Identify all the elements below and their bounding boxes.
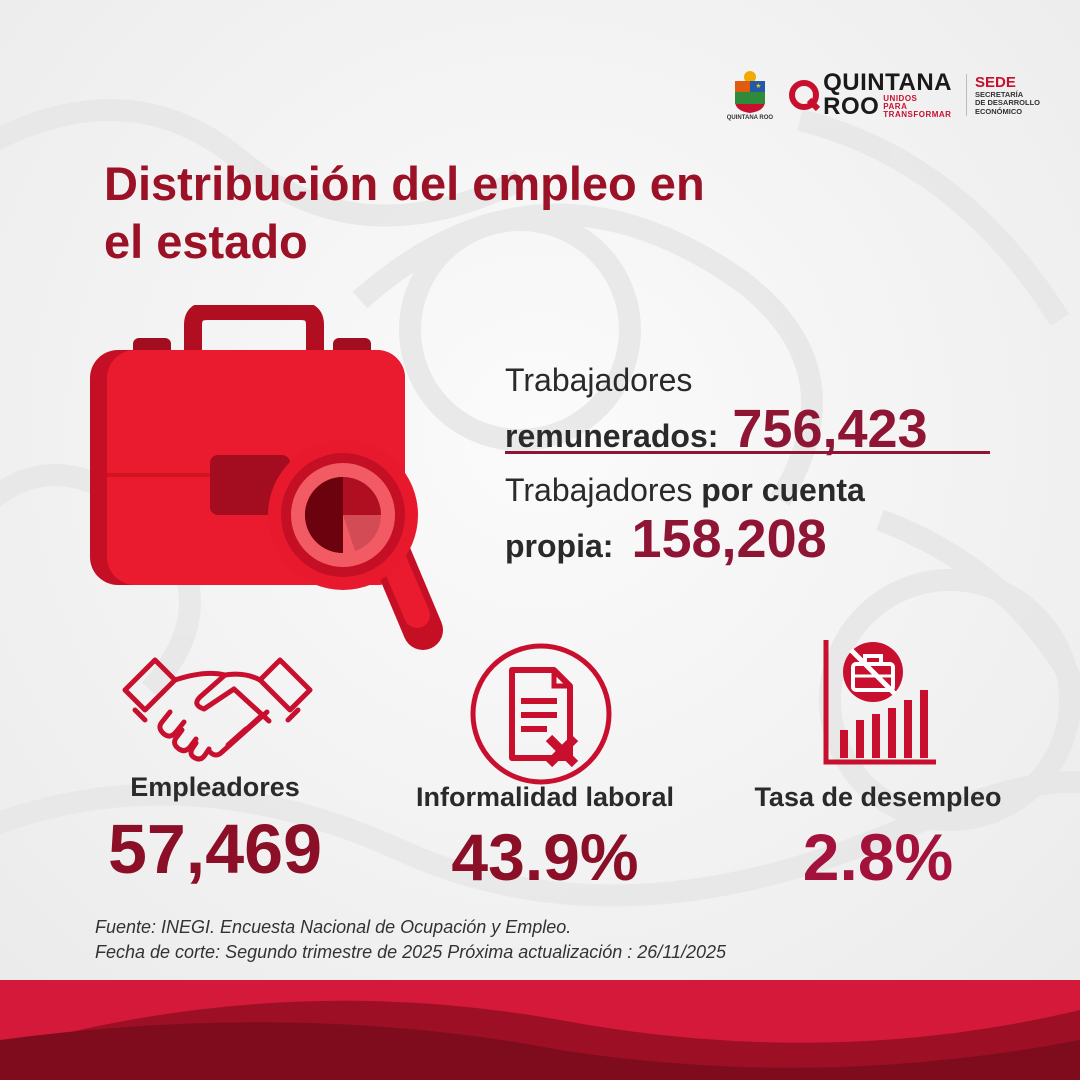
kpi-desempleo: Tasa de desempleo 2.8% — [728, 782, 1028, 895]
bar-chart-briefcase-icon — [823, 640, 936, 765]
sede-logo-line3: ECONÓMICO — [974, 106, 1023, 116]
sede-logo-line1: SECRETARÍA — [974, 89, 1024, 99]
cuenta-propia-stat: Trabajadores por cuenta propia: 158,208 — [505, 472, 865, 570]
source-footer: Fuente: INEGI. Encuesta Nacional de Ocup… — [95, 915, 726, 965]
quintana-roo-logo: QUINTANA ROO UNIDOS PARA TRANSFORMAR — [787, 71, 952, 119]
kpi-informalidad: Informalidad laboral 43.9% — [385, 782, 705, 895]
qroo-logo-line1: QUINTANA — [823, 69, 952, 96]
page-title: Distribución del empleo en el estado — [104, 155, 864, 271]
document-x-icon — [470, 643, 612, 785]
sede-logo: SEDE SECRETARÍA DE DESARROLLO ECONÓMICO — [965, 73, 1040, 117]
remunerados-value: 756,423 — [732, 399, 928, 459]
kpi-value: 2.8% — [802, 820, 954, 894]
remunerados-label-1: Trabajadores — [505, 362, 693, 398]
footer-source-line: Fuente: INEGI. Encuesta Nacional de Ocup… — [95, 917, 572, 937]
page-title-line1: Distribución del empleo en — [104, 157, 705, 210]
kpi-label: Empleadores — [130, 772, 300, 802]
kpi-empleadores: Empleadores 57,469 — [95, 772, 335, 889]
state-logo-caption: QUINTANA ROO — [726, 115, 774, 121]
remunerados-stat: Trabajadores remunerados: 756,423 — [505, 362, 928, 460]
state-coat-of-arms-logo: QUINTANA ROO — [727, 69, 773, 121]
header-logos: QUINTANA ROO QUINTANA ROO UNIDOS PARA TR… — [727, 60, 1040, 130]
handshake-icon — [122, 657, 313, 762]
kpi-label: Tasa de desempleo — [754, 782, 1002, 812]
sede-logo-line2: DE DESARROLLO — [974, 98, 1040, 108]
bottom-wave-decoration — [0, 980, 1080, 1080]
page-title-line2: el estado — [104, 215, 308, 268]
remunerados-label-2: remunerados: — [505, 418, 719, 454]
sede-logo-title: SEDE — [974, 73, 1016, 91]
briefcase-magnifier-icon — [90, 305, 443, 650]
kpi-value: 57,469 — [107, 810, 323, 888]
qroo-logo-line2: ROO — [823, 93, 880, 120]
cuenta-propia-label-1b: por cuenta — [701, 472, 865, 508]
kpi-value: 43.9% — [451, 820, 639, 894]
kpi-label: Informalidad laboral — [415, 782, 675, 812]
stats-divider — [505, 451, 990, 454]
cuenta-propia-label-2: propia: — [505, 528, 614, 564]
q-mark-icon — [789, 80, 821, 112]
cuenta-propia-value: 158,208 — [631, 509, 827, 569]
qroo-logo-tagline: UNIDOS PARA TRANSFORMAR — [883, 94, 952, 119]
cuenta-propia-label-1: Trabajadores — [505, 472, 693, 508]
footer-date-line: Fecha de corte: Segundo trimestre de 202… — [95, 942, 727, 962]
